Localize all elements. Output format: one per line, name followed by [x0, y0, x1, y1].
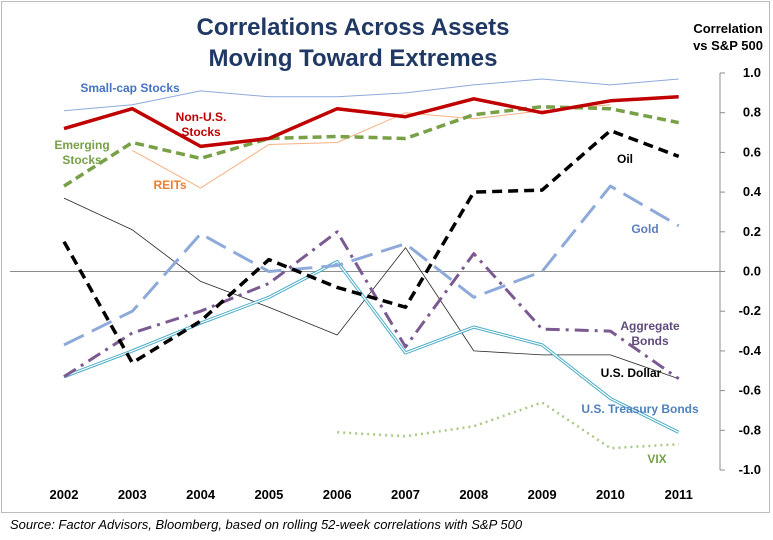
x-tick-label: 2003 — [118, 487, 147, 502]
x-tick-label: 2011 — [665, 487, 693, 502]
chart-axes: 1.0 0.8 0.6 0.4 0.2 0.0 -0.2 -0.4 -0.6 -0.8 -1.0 20… — [10, 65, 762, 502]
x-tick-label: 2006 — [323, 487, 352, 502]
y-tick-label: -0.6 — [739, 383, 761, 398]
y-tick-label: 0.2 — [743, 224, 761, 239]
series-line-emerging-stocks — [63, 104, 680, 188]
series-label-non-u-s-stocks: Stocks — [181, 125, 221, 139]
series-label-small-cap-stocks: Small-cap Stocks — [80, 81, 180, 95]
chart-frame — [1, 1, 770, 513]
series-line-u-s-treasury-bonds-inner — [63, 261, 679, 433]
series-label-emerging-stocks: Emerging — [54, 138, 109, 152]
y-tick-label: 0.4 — [743, 184, 762, 199]
x-tick-label: 2007 — [391, 487, 420, 502]
y-tick-label: 1.0 — [743, 65, 761, 80]
series-line-small-cap-stocks — [63, 78, 679, 112]
series-line-non-u-s-stocks — [63, 95, 679, 149]
x-tick-label: 2005 — [254, 487, 283, 502]
series-label-aggregate-bonds: Aggregate — [620, 319, 680, 333]
series-label-gold: Gold — [631, 222, 658, 236]
y-tick-label: -0.2 — [739, 303, 761, 318]
chart-title-line2: Moving Toward Extremes — [208, 45, 498, 72]
x-tick-label: 2009 — [528, 487, 557, 502]
source-note: Source: Factor Advisors, Bloomberg, base… — [10, 517, 523, 532]
series-label-emerging-stocks: Stocks — [62, 153, 102, 167]
y-tick-label: 0.6 — [743, 144, 761, 159]
y-axis-title: Correlation vs S&P 500 — [683, 20, 773, 54]
x-tick-label: 2004 — [186, 487, 216, 502]
y-axis-title-line2: vs S&P 500 — [693, 38, 763, 53]
x-tick-label: 2010 — [596, 487, 625, 502]
y-tick-label: -0.4 — [739, 343, 762, 358]
y-tick-label: -1.0 — [739, 462, 761, 477]
y-tick-label: 0.0 — [743, 264, 761, 279]
y-axis-title-line1: Correlation — [693, 21, 763, 36]
series-line-aggregate-bonds — [63, 230, 680, 380]
series-label-u-s-dollar: U.S. Dollar — [601, 366, 662, 380]
series-label-vix: VIX — [647, 452, 666, 466]
series-labels-layer: Small-cap StocksNon-U.S.StocksEmergingSt… — [54, 81, 699, 466]
series-line-gold — [63, 184, 680, 347]
chart-title-line1: Correlations Across Assets — [196, 14, 510, 41]
x-tick-label: 2008 — [459, 487, 488, 502]
chart-title: Correlations Across Assets Moving Toward… — [118, 12, 588, 74]
series-layer — [62, 78, 680, 450]
series-label-non-u-s-stocks: Non-U.S. — [176, 110, 227, 124]
x-tick-label: 2002 — [50, 487, 79, 502]
y-tick-label: 0.8 — [743, 105, 761, 120]
series-line-oil — [62, 128, 680, 365]
y-tick-label: -0.8 — [739, 422, 761, 437]
series-label-aggregate-bonds: Bonds — [631, 334, 669, 348]
series-label-reits: REITs — [153, 178, 186, 192]
series-label-u-s-treasury-bonds: U.S. Treasury Bonds — [581, 402, 699, 416]
series-label-oil: Oil — [617, 152, 633, 166]
